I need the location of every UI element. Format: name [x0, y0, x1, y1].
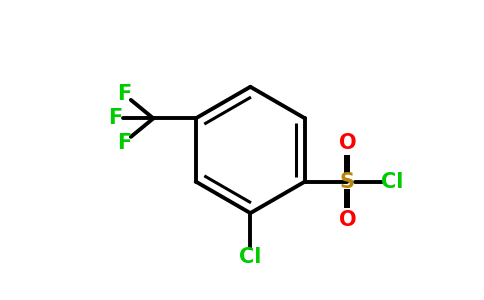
Text: F: F [108, 108, 122, 128]
Text: S: S [340, 172, 355, 191]
Text: O: O [339, 133, 356, 153]
Text: F: F [118, 84, 132, 104]
Text: Cl: Cl [239, 247, 261, 267]
Text: O: O [339, 210, 356, 230]
Text: F: F [118, 133, 132, 153]
Text: Cl: Cl [381, 172, 403, 191]
